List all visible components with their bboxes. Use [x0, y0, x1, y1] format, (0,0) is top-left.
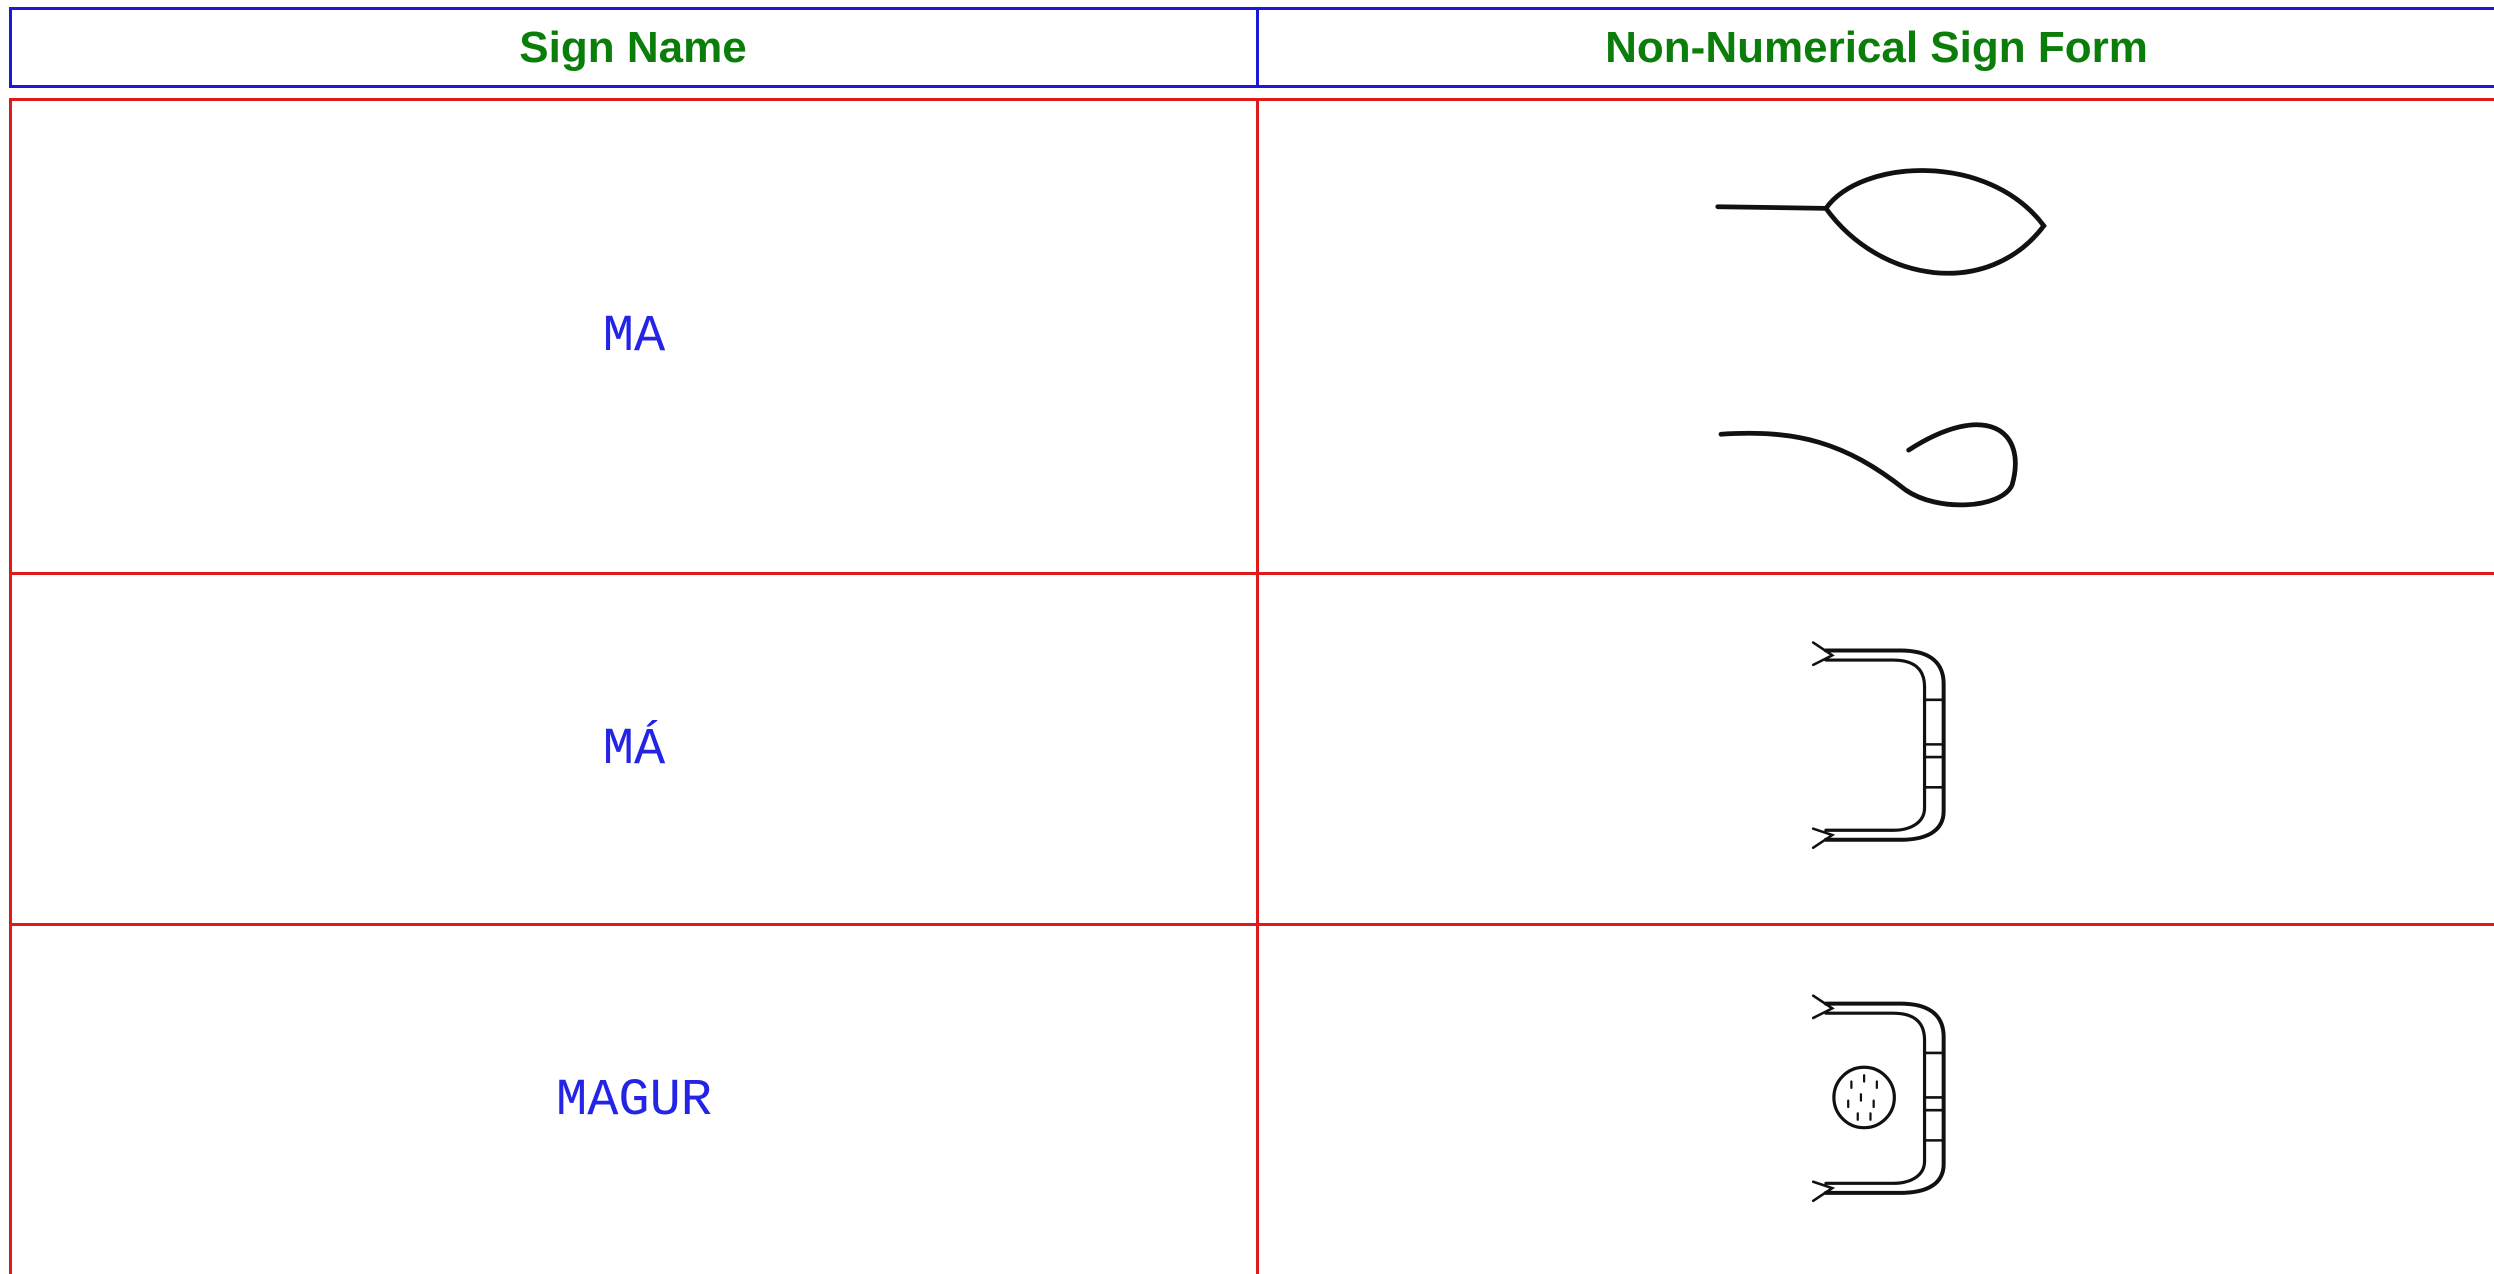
column-header: Non-Numerical Sign Form	[1605, 22, 2148, 72]
row-divider	[9, 923, 2494, 926]
sign-form-ma-accent	[1811, 640, 1946, 850]
column-divider	[1256, 98, 1259, 1274]
table-body	[9, 98, 2494, 1274]
row-divider	[9, 572, 2494, 575]
header-divider	[1256, 7, 1259, 88]
header-row	[9, 7, 2494, 88]
column-header: Sign Name	[519, 22, 747, 72]
sign-form-ma	[1715, 168, 2047, 508]
sign-form-magur	[1811, 993, 1946, 1203]
sign-name: MÁ	[602, 719, 666, 779]
sign-name: MAGUR	[555, 1070, 713, 1130]
sign-name: MA	[602, 307, 666, 366]
